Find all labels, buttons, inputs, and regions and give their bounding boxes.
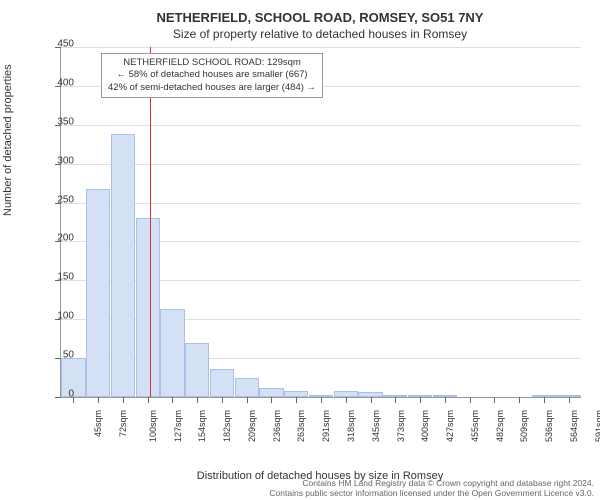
- x-tick-label: 509sqm: [519, 410, 529, 442]
- histogram-bar: [259, 388, 283, 397]
- x-tick: [494, 397, 495, 403]
- reference-line: [150, 47, 151, 397]
- x-tick-label: 482sqm: [495, 410, 505, 442]
- x-tick: [371, 397, 372, 403]
- y-tick-label: 100: [44, 311, 74, 322]
- x-tick: [98, 397, 99, 403]
- x-tick: [271, 397, 272, 403]
- y-tick-label: 250: [44, 194, 74, 205]
- x-tick: [148, 397, 149, 403]
- x-tick-label: 263sqm: [297, 410, 307, 442]
- annotation-box: NETHERFIELD SCHOOL ROAD: 129sqm ← 58% of…: [101, 53, 323, 98]
- x-tick: [222, 397, 223, 403]
- x-tick-label: 182sqm: [222, 410, 232, 442]
- histogram-bar: [111, 134, 135, 397]
- gridline: [61, 164, 581, 165]
- y-tick-label: 300: [44, 155, 74, 166]
- y-axis-label: Number of detached properties: [2, 64, 14, 216]
- y-tick-label: 450: [44, 39, 74, 50]
- histogram-bar: [136, 218, 160, 397]
- annotation-line2: ← 58% of detached houses are smaller (66…: [108, 69, 316, 81]
- x-tick-label: 72sqm: [118, 410, 128, 437]
- x-tick: [346, 397, 347, 403]
- x-tick: [470, 397, 471, 403]
- histogram-bar: [210, 369, 234, 397]
- x-tick: [395, 397, 396, 403]
- x-tick-label: 400sqm: [420, 410, 430, 442]
- y-tick-label: 50: [44, 350, 74, 361]
- gridline: [61, 203, 581, 204]
- footer-line2: Contains public sector information licen…: [60, 488, 594, 498]
- gridline: [61, 47, 581, 48]
- x-tick: [445, 397, 446, 403]
- x-tick: [123, 397, 124, 403]
- x-tick-label: 427sqm: [445, 410, 455, 442]
- y-tick-label: 150: [44, 272, 74, 283]
- x-tick-label: 318sqm: [346, 410, 356, 442]
- y-tick-label: 350: [44, 116, 74, 127]
- x-tick-label: 100sqm: [148, 410, 158, 442]
- chart-title-main: NETHERFIELD, SCHOOL ROAD, ROMSEY, SO51 7…: [60, 10, 580, 25]
- x-tick: [321, 397, 322, 403]
- x-tick: [172, 397, 173, 403]
- x-tick-label: 591sqm: [594, 410, 600, 442]
- x-tick-label: 236sqm: [272, 410, 282, 442]
- x-tick-label: 564sqm: [569, 410, 579, 442]
- x-tick: [296, 397, 297, 403]
- x-tick: [197, 397, 198, 403]
- annotation-line1: NETHERFIELD SCHOOL ROAD: 129sqm: [108, 57, 316, 69]
- annotation-line3: 42% of semi-detached houses are larger (…: [108, 82, 316, 94]
- histogram-bar: [235, 378, 259, 397]
- histogram-bar: [86, 189, 110, 397]
- footer-line1: Contains HM Land Registry data © Crown c…: [60, 478, 594, 488]
- x-tick-label: 45sqm: [93, 410, 103, 437]
- y-tick-label: 200: [44, 233, 74, 244]
- footer-attribution: Contains HM Land Registry data © Crown c…: [60, 478, 594, 498]
- x-tick: [569, 397, 570, 403]
- x-tick: [519, 397, 520, 403]
- chart-container: NETHERFIELD, SCHOOL ROAD, ROMSEY, SO51 7…: [60, 10, 580, 440]
- x-tick-label: 209sqm: [247, 410, 257, 442]
- x-tick: [420, 397, 421, 403]
- chart-title-sub: Size of property relative to detached ho…: [60, 27, 580, 41]
- x-tick-label: 373sqm: [396, 410, 406, 442]
- gridline: [61, 125, 581, 126]
- x-tick-label: 455sqm: [470, 410, 480, 442]
- histogram-bar: [185, 343, 209, 397]
- x-tick: [544, 397, 545, 403]
- x-tick-label: 345sqm: [371, 410, 381, 442]
- y-tick-label: 400: [44, 77, 74, 88]
- x-tick: [247, 397, 248, 403]
- y-tick-label: 0: [44, 389, 74, 400]
- x-tick-label: 154sqm: [197, 410, 207, 442]
- x-tick-label: 291sqm: [321, 410, 331, 442]
- plot-area: NETHERFIELD SCHOOL ROAD: 129sqm ← 58% of…: [60, 47, 581, 398]
- x-tick-label: 536sqm: [544, 410, 554, 442]
- x-tick-label: 127sqm: [173, 410, 183, 442]
- histogram-bar: [160, 309, 184, 397]
